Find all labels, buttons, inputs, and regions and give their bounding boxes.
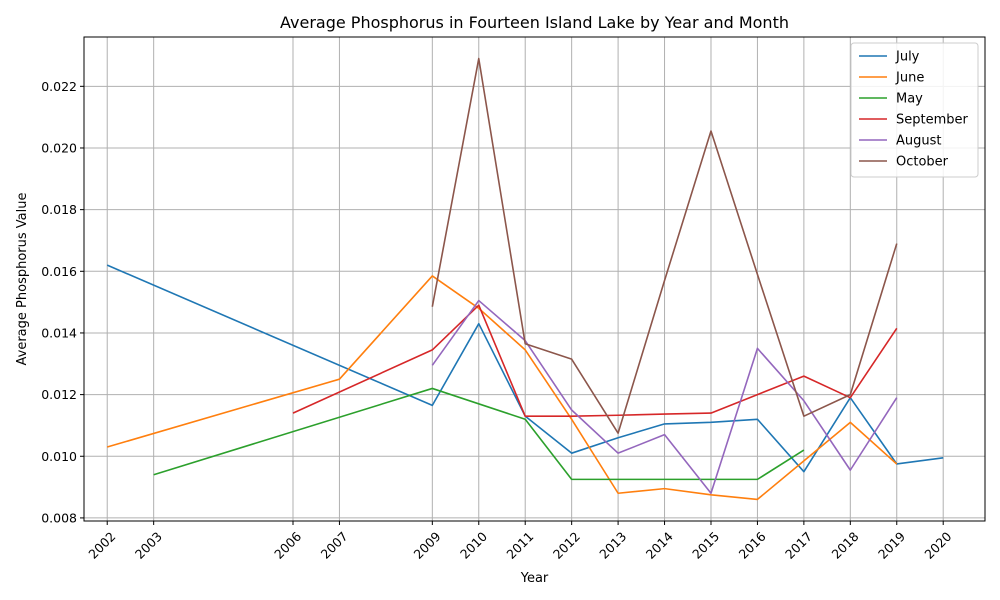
y-tick-label: 0.014 xyxy=(41,325,77,340)
legend-label-may: May xyxy=(896,92,923,107)
plot-area-frame xyxy=(83,36,986,522)
y-tick-label: 0.012 xyxy=(41,387,77,402)
grid xyxy=(84,37,985,521)
legend: July June May September August October xyxy=(850,42,979,178)
legend-label-june: June xyxy=(895,71,924,86)
series-line-may xyxy=(153,387,805,481)
series-line-august xyxy=(431,299,898,495)
y-tick-label: 0.008 xyxy=(41,510,77,525)
legend-label-september: September xyxy=(896,113,969,128)
y-axis-label: Average Phosphorus Value xyxy=(15,193,30,366)
legend-label-july: July xyxy=(895,50,920,65)
chart-title: Average Phosphorus in Fourteen Island La… xyxy=(280,13,789,32)
y-tick-label: 0.010 xyxy=(41,449,77,464)
x-axis-label: Year xyxy=(520,571,549,586)
series-line-june xyxy=(106,275,898,501)
legend-label-october: October xyxy=(896,155,949,170)
series-line-october xyxy=(431,57,898,434)
legend-label-august: August xyxy=(896,134,942,149)
y-tick-label: 0.016 xyxy=(41,264,77,279)
series-lines xyxy=(106,57,944,501)
y-tick-label: 0.018 xyxy=(41,202,77,217)
y-tick-label: 0.022 xyxy=(41,79,77,94)
y-tick-label: 0.020 xyxy=(41,140,77,155)
